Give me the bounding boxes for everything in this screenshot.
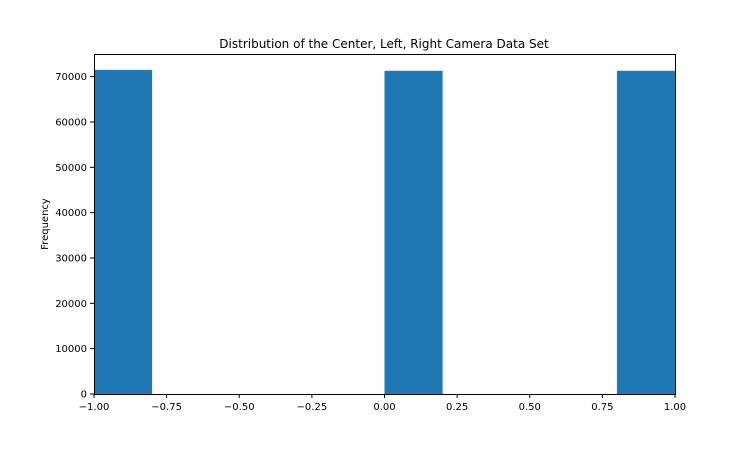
x-tick-label: 0.25	[446, 402, 468, 413]
histogram-bar	[616, 70, 675, 395]
x-tick-label: 1.00	[664, 402, 686, 413]
y-tick-label: 60000	[55, 118, 87, 129]
x-tick-label: 0.00	[373, 402, 395, 413]
bars-group	[94, 69, 675, 395]
x-tick-label: 0.75	[591, 402, 613, 413]
x-tick-label: 0.50	[519, 402, 541, 413]
x-tick-label: −1.00	[79, 402, 110, 413]
x-tick-label: −0.25	[297, 402, 328, 413]
y-tick-label: 20000	[55, 299, 87, 310]
y-tick-label: 70000	[55, 72, 87, 83]
y-tick-label: 30000	[55, 254, 87, 265]
y-tick-label: 50000	[55, 163, 87, 174]
x-tick-label: −0.75	[151, 402, 182, 413]
plot-frame	[94, 54, 676, 395]
y-tick-label: 0	[81, 390, 87, 401]
y-tick-label: 10000	[55, 344, 87, 355]
histogram-bar	[384, 70, 443, 395]
y-tick-label: 40000	[55, 208, 87, 219]
x-axis-ticks: −1.00 −0.75 −0.50 −0.25 0.00 0.25 0.50 0.75 1.00	[79, 394, 686, 413]
y-axis-label: Frequency	[40, 198, 51, 250]
x-tick-label: −0.50	[224, 402, 255, 413]
chart-title: Distribution of the Center, Left, Right …	[219, 37, 549, 51]
y-axis-ticks: 0 10000 20000 30000 40000 50000 60000 70000	[55, 72, 94, 401]
histogram-bar	[94, 69, 153, 394]
